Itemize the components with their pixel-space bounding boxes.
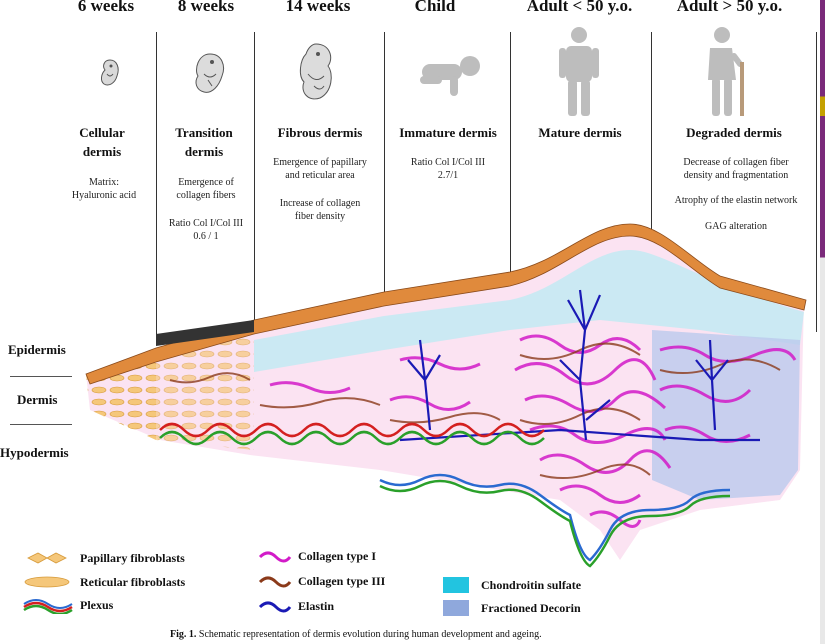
fetus-14w-icon — [299, 43, 332, 100]
note-line: and reticular area — [285, 169, 355, 181]
transition-notes: Emergence of collagen fibers Ratio Col I… — [158, 177, 254, 243]
transition-dermis-title: Transition dermis — [160, 123, 248, 161]
note-line: Hyaluronic acid — [71, 189, 137, 201]
column-divider — [816, 32, 817, 332]
chondroitin-band — [254, 250, 804, 372]
note-line: Emergence of papillary — [273, 157, 367, 168]
cellular-dermis-title: Cellular dermis — [58, 123, 146, 161]
legend-papillary-fibroblasts: Papillary fibroblasts — [80, 551, 185, 565]
epidermis-label: Epidermis — [8, 342, 66, 357]
column-divider — [254, 32, 255, 320]
caption-text: Schematic representation of dermis evolu… — [196, 629, 542, 640]
legend-collagen-type-iii: Collagen type III — [298, 574, 386, 588]
cellular-dermis-line1: Cellular — [79, 125, 125, 140]
cellular-notes: Matrix: Hyaluronic acid — [56, 177, 152, 202]
collagen-iii-swatch — [258, 576, 292, 588]
elastin-swatch — [258, 601, 292, 613]
note-line: 0.6 / 1 — [193, 230, 219, 242]
stage-8-weeks: 8 weeks — [177, 0, 235, 15]
note-line: Ratio Col I/Col III — [168, 218, 244, 229]
legend-elastin: Elastin — [298, 599, 335, 613]
layer-divider — [10, 424, 72, 425]
transition-dermis-line1: Transition — [175, 125, 233, 140]
adult-person-icon — [559, 27, 599, 116]
fibrous-notes: Emergence of papillary and reticular are… — [256, 157, 384, 223]
legend-chondroitin-sulfate: Chondroitin sulfate — [481, 578, 582, 592]
stage-adult-over-50: Adult > 50 y.o. — [676, 0, 783, 15]
note-line: Increase of collagen — [279, 198, 361, 209]
collagen-i-swatch — [258, 551, 292, 563]
note-line: Ratio Col I/Col III — [410, 157, 486, 168]
transition-dermis-fill — [156, 328, 254, 450]
embryo-8w-icon — [195, 53, 224, 93]
papillary-fibroblast-swatch — [27, 552, 67, 564]
decorin-region — [652, 330, 800, 500]
stage-child: Child — [414, 0, 456, 15]
hypodermis-label: Hypodermis — [0, 445, 69, 460]
note-line: Atrophy of the elastin network — [674, 195, 798, 206]
legend-collagen-type-i: Collagen type I — [298, 549, 376, 563]
immature-dermis-title: Immature dermis — [399, 125, 497, 140]
note-line: GAG alteration — [705, 220, 767, 232]
reticular-fibroblast-swatch — [24, 576, 70, 588]
column-divider — [510, 32, 511, 292]
cellular-dermis-line2: dermis — [82, 144, 122, 159]
plexus-lines — [159, 422, 731, 568]
degraded-notes: Decrease of collagen fiber density and f… — [654, 157, 818, 233]
plexus-swatch — [23, 599, 73, 614]
mature-dermis-title: Mature dermis — [538, 125, 622, 140]
embryo-6w-icon — [101, 59, 119, 86]
column-divider — [156, 32, 157, 338]
degraded-dermis-title: Degraded dermis — [686, 125, 782, 140]
epidermis-layer — [85, 223, 807, 385]
figure-caption: Fig. 1. Schematic representation of derm… — [170, 629, 542, 640]
column-divider — [651, 32, 652, 257]
right-edge-strip — [820, 0, 825, 644]
stage-adult-under-50: Adult < 50 y.o. — [526, 0, 633, 15]
stage-14-weeks: 14 weeks — [285, 0, 351, 15]
note-line: collagen fibers — [176, 189, 236, 201]
note-line: Emergence of — [178, 177, 234, 188]
chondroitin-swatch — [443, 577, 469, 593]
early-dermis-fill — [86, 360, 156, 440]
transition-dermis-line2: dermis — [184, 144, 224, 159]
column-divider — [384, 32, 385, 302]
note-line: Matrix: — [89, 177, 119, 188]
legend-fractioned-decorin: Fractioned Decorin — [481, 601, 581, 615]
elderly-person-icon — [708, 27, 744, 116]
note-line: fiber density — [294, 210, 346, 222]
decorin-swatch — [443, 600, 469, 616]
fibrous-dermis-title: Fibrous dermis — [277, 125, 363, 140]
stage-6-weeks: 6 weeks — [77, 0, 135, 15]
basal-layer — [156, 320, 254, 346]
note-line: density and fragmentation — [683, 169, 789, 181]
dermis-label: Dermis — [17, 392, 58, 407]
note-line: Decrease of collagen fiber — [683, 157, 789, 168]
crawling-child-icon — [420, 56, 480, 96]
caption-prefix: Fig. 1. — [170, 629, 197, 640]
legend-plexus: Plexus — [80, 598, 114, 612]
layer-divider — [10, 376, 72, 377]
collagen-type-iii-network — [169, 342, 781, 480]
immature-notes: Ratio Col I/Col III 2.7/1 — [386, 157, 510, 182]
note-line: 2.7/1 — [437, 169, 459, 181]
legend-reticular-fibroblasts: Reticular fibroblasts — [80, 575, 186, 589]
